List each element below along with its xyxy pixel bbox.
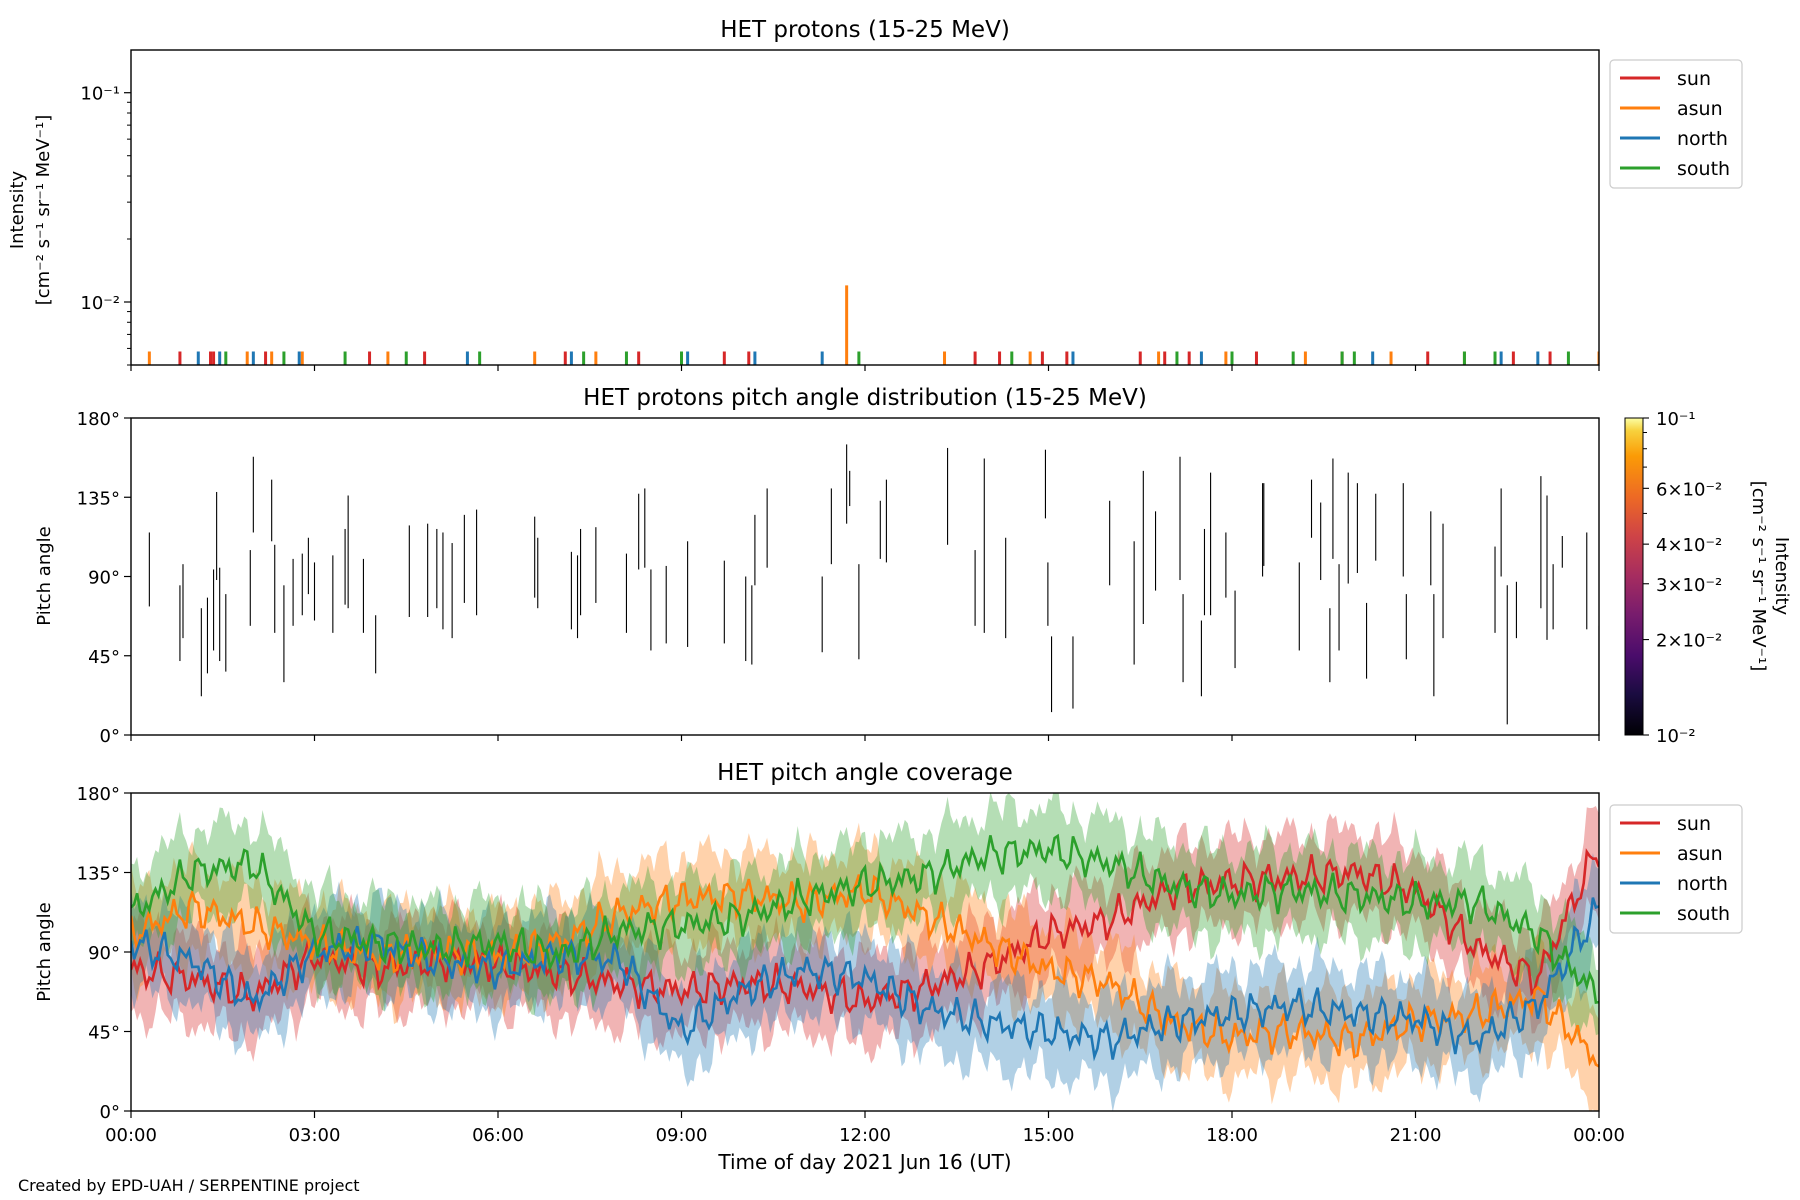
xtick-label: 09:00 <box>656 1125 708 1146</box>
ytick-label: 10⁻¹ <box>80 84 120 105</box>
panel1-ylabel-line2: [cm⁻² s⁻¹ sr⁻¹ MeV⁻¹] <box>33 115 54 306</box>
ytick-label: 0° <box>100 1102 120 1123</box>
panel3-xlabel: Time of day 2021 Jun 16 (UT) <box>717 1150 1011 1174</box>
panel-intensity: HET protons (15-25 MeV) 10⁻² 10⁻¹ Intensi… <box>7 17 1743 371</box>
ytick-label: 10⁻² <box>80 293 120 314</box>
xtick-label: 12:00 <box>839 1125 891 1146</box>
ytick-label: 180° <box>77 409 120 430</box>
panel2-title: HET protons pitch angle distribution (15… <box>583 385 1147 411</box>
panel3-ylabel: Pitch angle <box>34 902 55 1001</box>
xtick-label: 15:00 <box>1023 1125 1075 1146</box>
coverage-line-south <box>131 833 1599 1004</box>
colorbar-gradient <box>1624 417 1644 736</box>
legend-label-south: south <box>1677 158 1730 180</box>
panel1-title: HET protons (15-25 MeV) <box>720 17 1010 43</box>
colorbar-tick-label: 2×10⁻² <box>1656 631 1722 652</box>
xtick-label: 00:00 <box>105 1125 157 1146</box>
panel2-frame <box>130 417 1600 736</box>
coverage-band-south <box>131 793 1599 1037</box>
xtick-label: 21:00 <box>1390 1125 1442 1146</box>
legend-label-sun: sun <box>1677 813 1711 835</box>
ytick-label: 0° <box>100 726 120 747</box>
panel3-title: HET pitch angle coverage <box>717 760 1013 786</box>
ytick-label: 180° <box>77 784 120 805</box>
coverage-band-north <box>131 853 1599 1111</box>
coverage-band-sun <box>131 806 1599 1064</box>
ytick-label: 135° <box>77 864 120 885</box>
xtick-label: 03:00 <box>289 1125 341 1146</box>
colorbar-label-line2: [cm⁻² s⁻¹ sr⁻¹ MeV⁻¹] <box>1748 481 1769 672</box>
ytick-label: 45° <box>88 647 120 668</box>
legend-frame <box>1609 59 1743 189</box>
colorbar-tick-label: 6×10⁻² <box>1656 479 1722 500</box>
coverage-line-asun <box>131 874 1599 1068</box>
panel-pitch-coverage: HET pitch angle coverage 0° 45° 90° 135° 180… <box>34 760 1743 1174</box>
coverage-line-north <box>131 897 1599 1062</box>
xtick-label: 00:00 <box>1573 1125 1625 1146</box>
legend-label-asun: asun <box>1677 843 1723 865</box>
xtick-label: 06:00 <box>472 1125 524 1146</box>
colorbar-tick-label: 3×10⁻² <box>1656 575 1722 596</box>
legend-label-sun: sun <box>1677 68 1711 90</box>
colorbar: 10⁻² 2×10⁻² 3×10⁻² 4×10⁻² 6×10⁻² 10⁻¹ Intensi… <box>1624 409 1792 747</box>
ytick-label: 45° <box>88 1023 120 1044</box>
panel3-legend: sun asun north south <box>1609 804 1743 934</box>
panel1-legend: sun asun north south <box>1609 59 1743 189</box>
colorbar-tick-label: 10⁻² <box>1656 726 1696 747</box>
legend-label-asun: asun <box>1677 98 1723 120</box>
legend-frame <box>1609 804 1743 934</box>
colorbar-tick-label: 4×10⁻² <box>1656 535 1722 556</box>
ytick-label: 90° <box>88 568 120 589</box>
ytick-label: 90° <box>88 943 120 964</box>
panel1-frame <box>130 49 1600 366</box>
credit-text: Created by EPD-UAH / SERPENTINE project <box>18 1176 360 1195</box>
panel-pitch-distribution: HET protons pitch angle distribution (15… <box>34 385 1792 747</box>
ytick-label: 135° <box>77 488 120 509</box>
legend-label-south: south <box>1677 903 1730 925</box>
colorbar-tick-label: 10⁻¹ <box>1656 409 1696 430</box>
legend-label-north: north <box>1677 128 1728 150</box>
legend-label-north: north <box>1677 873 1728 895</box>
panel2-ylabel: Pitch angle <box>34 526 55 625</box>
xtick-label: 18:00 <box>1206 1125 1258 1146</box>
panel1-ylabel-line1: Intensity <box>7 170 28 249</box>
colorbar-label-line1: Intensity <box>1771 537 1792 616</box>
